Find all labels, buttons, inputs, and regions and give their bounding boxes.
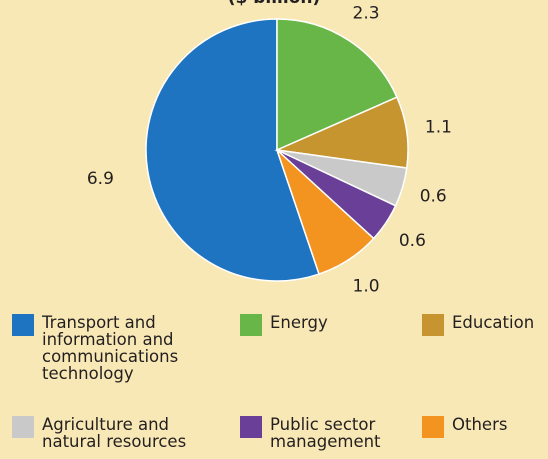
data-label: 6.9 (87, 169, 114, 189)
legend-label: Transport and information and communicat… (42, 313, 179, 383)
chart: ($ billion) 6.9 2.3 1.1 0.6 0.6 1.0 (87, 0, 452, 297)
legend-item: Others (422, 416, 548, 438)
legend-item: Energy (240, 314, 420, 336)
legend-swatch (422, 416, 444, 438)
pie-slice (276, 18, 398, 152)
legend-swatch (240, 416, 262, 438)
legend-item: Education (422, 314, 548, 336)
data-label: 1.0 (353, 277, 380, 297)
data-label: 0.6 (420, 186, 447, 206)
legend-item: Public sector management (240, 416, 420, 450)
data-label: 0.6 (399, 231, 426, 251)
legend-swatch (240, 314, 262, 336)
legend-swatch (12, 314, 34, 336)
chart-title: ($ billion) (228, 0, 321, 8)
data-label: 2.3 (353, 3, 380, 23)
legend: Transport and information and communicat… (0, 312, 548, 459)
legend-label: Public sector management (270, 415, 381, 451)
legend-swatch (422, 314, 444, 336)
legend-label: Education (452, 313, 535, 332)
legend-item: Transport and information and communicat… (12, 314, 212, 382)
legend-label: Agriculture and natural resources (42, 415, 187, 451)
data-label: 1.1 (425, 118, 452, 138)
legend-label: Others (452, 415, 508, 434)
pie-slice (276, 149, 375, 276)
legend-item: Agriculture and natural resources (12, 416, 222, 450)
legend-swatch (12, 416, 34, 438)
legend-label: Energy (270, 313, 328, 332)
pie-slice (145, 18, 320, 282)
